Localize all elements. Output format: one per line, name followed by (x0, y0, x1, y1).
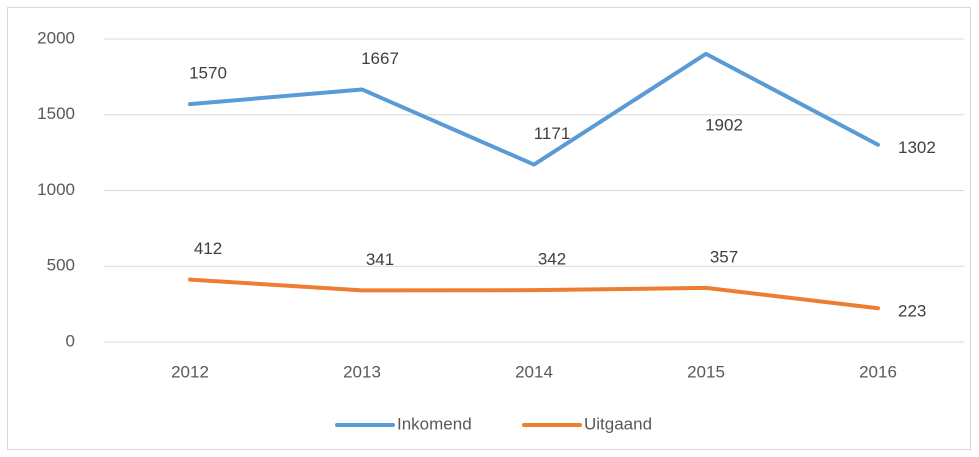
x-tick-label: 2016 (859, 362, 897, 381)
y-tick-label: 1500 (37, 104, 75, 123)
data-label: 412 (194, 239, 222, 258)
data-label: 1302 (898, 138, 936, 157)
x-tick-label: 2015 (687, 362, 725, 381)
data-label: 1667 (361, 49, 399, 68)
y-tick-label: 500 (47, 256, 75, 275)
series-line (188, 51, 880, 167)
x-tick-label: 2013 (343, 362, 381, 381)
y-tick-label: 2000 (37, 28, 75, 47)
y-tick-label: 1000 (37, 180, 75, 199)
legend-label: Uitgaand (584, 414, 652, 433)
data-label: 1570 (189, 64, 227, 83)
x-tick-label: 2014 (515, 362, 553, 381)
x-tick-label: 2012 (171, 362, 209, 381)
data-label: 342 (538, 250, 566, 269)
data-label: 357 (710, 247, 738, 266)
data-label: 223 (898, 302, 926, 321)
y-tick-label: 0 (66, 331, 75, 350)
data-label: 341 (366, 250, 394, 269)
data-label: 1902 (705, 115, 743, 134)
data-label: 1171 (534, 124, 571, 143)
chart-border (7, 7, 971, 450)
legend-label: Inkomend (397, 414, 472, 433)
series-line (188, 277, 880, 311)
